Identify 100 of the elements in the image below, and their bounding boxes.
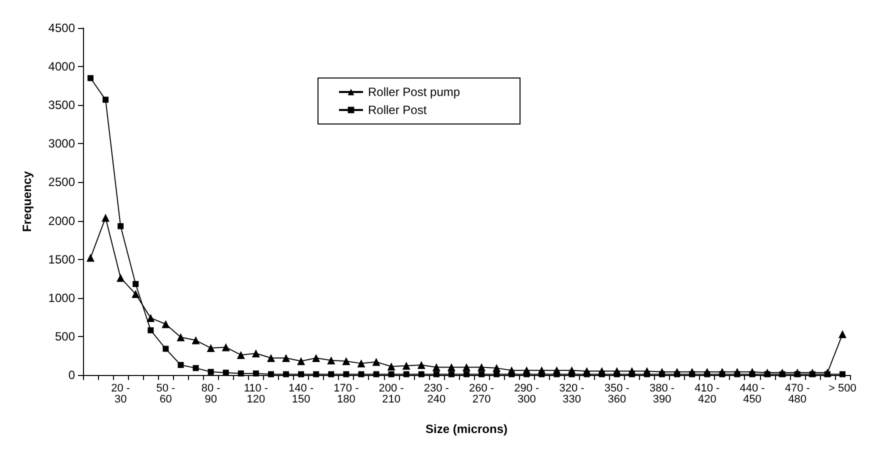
point (132, 290, 140, 298)
point (464, 371, 470, 378)
point (584, 371, 590, 378)
point (568, 371, 575, 378)
point (462, 363, 470, 372)
point (343, 371, 350, 378)
point (252, 349, 260, 358)
point (313, 371, 320, 378)
point (102, 96, 109, 103)
x-tick-label: 260 - 270 (469, 382, 494, 406)
point (824, 371, 830, 378)
point (387, 362, 396, 371)
point (508, 371, 515, 378)
x-tick-label: 410 - 420 (694, 382, 720, 406)
point (478, 363, 486, 372)
point (403, 371, 410, 378)
x-tick-label: 50 - 60 (156, 382, 176, 406)
y-tick-label: 3500 (48, 98, 76, 112)
x-tick-label: 380 - 390 (649, 382, 675, 406)
x-tick-label: 20 - 30 (111, 382, 130, 406)
point (689, 371, 696, 378)
point (176, 333, 185, 342)
point (447, 363, 456, 372)
x-tick-label: 440 - 450 (740, 382, 766, 406)
point (192, 336, 200, 344)
point (402, 362, 410, 370)
point (628, 371, 635, 378)
x-tick-label: 230 - 240 (424, 382, 450, 406)
point (417, 360, 426, 369)
x-tick-label: 470 - 480 (784, 382, 810, 406)
point (206, 344, 215, 352)
point (372, 358, 380, 366)
y-tick-label: 3000 (48, 136, 76, 151)
point (208, 368, 214, 375)
point (554, 371, 560, 378)
y-tick-label: 2500 (48, 175, 76, 190)
point (358, 371, 364, 378)
point (342, 357, 350, 366)
point (794, 371, 800, 378)
point (162, 346, 169, 352)
x-tick-label: 320 - 330 (559, 382, 585, 406)
point (838, 330, 846, 338)
x-tick-label: 290 - 300 (514, 382, 540, 406)
point (779, 371, 786, 378)
point (704, 371, 710, 378)
point (282, 354, 290, 362)
point (418, 371, 424, 378)
point (236, 350, 245, 359)
point (524, 371, 530, 378)
point (614, 371, 620, 378)
point (327, 356, 336, 364)
x-tick-label: > 500 (828, 382, 856, 394)
point (432, 363, 440, 372)
point (478, 371, 485, 378)
point (373, 371, 380, 378)
y-tick-label: 1500 (48, 252, 76, 266)
point (298, 371, 304, 378)
y-tick-label: 2000 (48, 214, 76, 228)
point (312, 354, 320, 362)
point (162, 320, 170, 328)
point (146, 314, 155, 322)
point (357, 359, 366, 368)
point (839, 371, 846, 378)
x-tick-label: 170 - 180 (334, 382, 360, 406)
point (266, 354, 275, 362)
point (764, 371, 770, 378)
y-tick-label: 0 (68, 368, 76, 382)
point (116, 274, 125, 282)
point (328, 371, 334, 378)
x-tick-label: 350 - 360 (604, 382, 630, 406)
point (598, 371, 605, 378)
point (448, 371, 454, 378)
y-tick-label: 4000 (48, 60, 76, 74)
point (297, 357, 306, 366)
point (734, 371, 740, 378)
point (238, 370, 244, 376)
legend-label: Roller Post pump (368, 85, 460, 99)
y-tick-label: 4500 (48, 21, 76, 35)
point (222, 343, 230, 352)
x-tick-label: 200 - 210 (378, 382, 404, 406)
x-tick-label: 110 - 120 (244, 382, 268, 406)
point (88, 75, 94, 82)
y-tick-label: 1000 (48, 290, 76, 305)
point (674, 371, 680, 378)
point (178, 362, 184, 368)
point (102, 214, 110, 222)
point (644, 371, 650, 378)
point (538, 371, 545, 378)
point (148, 327, 154, 334)
x-axis-title: Size (microns) (425, 422, 508, 436)
point (192, 365, 199, 372)
point (749, 371, 756, 378)
point (132, 281, 139, 288)
point (659, 371, 666, 378)
point (388, 371, 394, 378)
legend-label: Roller Post (368, 103, 428, 117)
point (283, 371, 290, 378)
point (809, 371, 816, 378)
point (268, 371, 274, 378)
x-tick-label: 80 - 90 (201, 382, 221, 406)
